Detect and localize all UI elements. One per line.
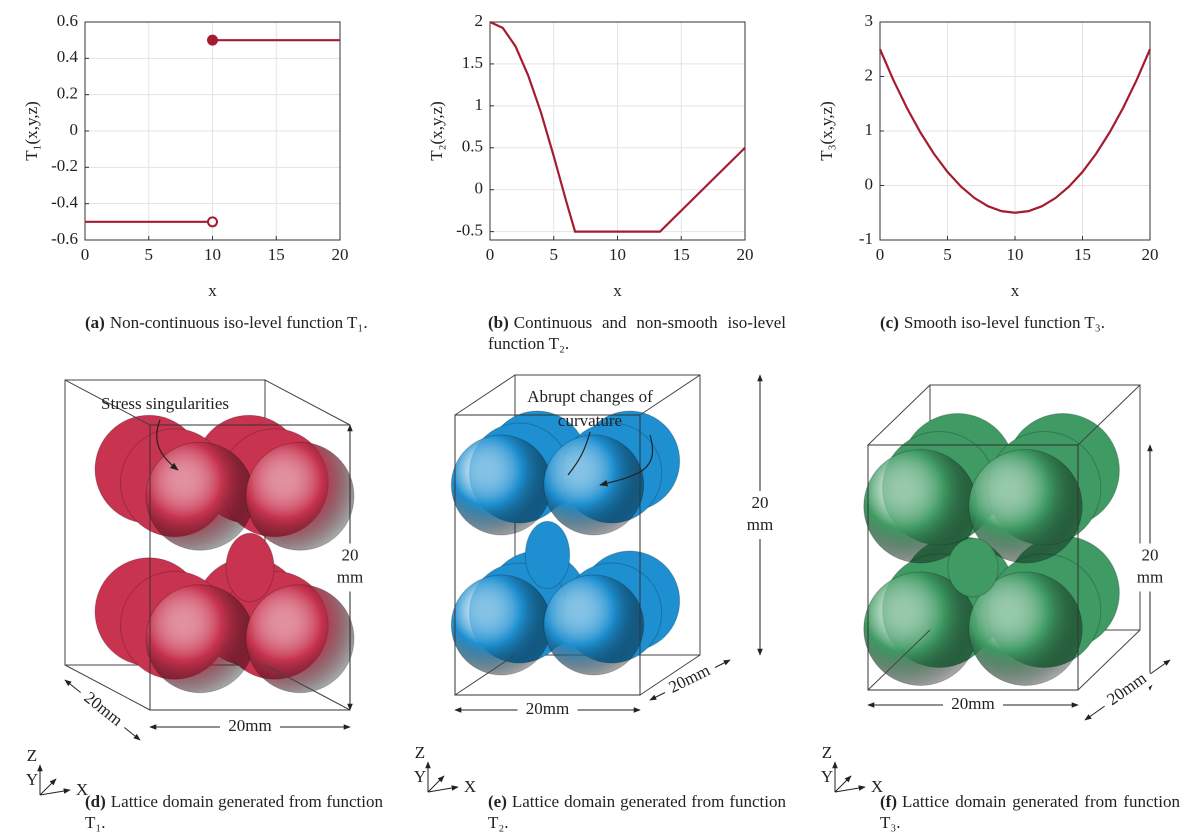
x-axis-label: x xyxy=(1011,281,1020,300)
y-tick-label: 1 xyxy=(475,95,484,114)
caption: (c) Smooth iso-level function T₃. xyxy=(880,312,1170,333)
x-tick-label: 0 xyxy=(81,245,90,264)
y-tick-label: 0 xyxy=(475,179,484,198)
y-tick-label: 0 xyxy=(865,174,874,193)
y-tick-label: 1.5 xyxy=(462,53,483,72)
x-tick-label: 10 xyxy=(204,245,221,264)
x-tick-label: 5 xyxy=(943,245,952,264)
annotation: curvature xyxy=(558,411,622,430)
x-tick-label: 20 xyxy=(332,245,349,264)
caption-text: Continuous and non-smooth iso-level func… xyxy=(488,313,786,353)
x-tick-label: 10 xyxy=(1007,245,1024,264)
y-tick-label: 1 xyxy=(865,120,874,139)
dimension-label: 20 xyxy=(342,545,359,564)
caption-text: Smooth iso-level function T₃. xyxy=(904,313,1105,332)
caption-label: (e) xyxy=(488,792,507,811)
x-tick-label: 0 xyxy=(876,245,885,264)
caption-label: (d) xyxy=(85,792,106,811)
point-marker xyxy=(208,36,217,45)
caption-label: (c) xyxy=(880,313,899,332)
y-tick-label: 0 xyxy=(70,120,79,139)
y-axis-label: T₃(x,y,z) xyxy=(817,101,836,161)
y-tick-label: 0.2 xyxy=(57,84,78,103)
dimension-label: mm xyxy=(1137,567,1163,586)
x-axis-label: x xyxy=(208,281,217,300)
annotation: Abrupt changes of xyxy=(527,387,653,406)
annotation: Stress singularities xyxy=(101,394,229,413)
dimension-label: 20mm xyxy=(951,694,994,713)
axis-label: Z xyxy=(822,743,832,762)
y-tick-label: -0.6 xyxy=(51,229,78,248)
dimension-label: 20 xyxy=(1142,545,1159,564)
lattice-blob xyxy=(544,435,644,535)
lattice-render xyxy=(864,385,1140,690)
lattice-render xyxy=(65,380,354,710)
box-edge xyxy=(455,375,515,415)
dimension-label: 20mm xyxy=(526,699,569,718)
y-tick-label: 2 xyxy=(475,11,484,30)
box-edge xyxy=(265,380,350,425)
y-axis-label: T₂(x,y,z) xyxy=(427,101,446,161)
caption: (e)Lattice domain generated from functio… xyxy=(488,791,786,833)
x-tick-label: 20 xyxy=(737,245,754,264)
y-tick-label: 0.5 xyxy=(462,137,483,156)
caption-label: (f) xyxy=(880,792,897,811)
x-tick-label: 20 xyxy=(1142,245,1159,264)
y-tick-label: -1 xyxy=(859,229,873,248)
dimension-label: 20mm xyxy=(228,716,271,735)
dimension-label: 20mm xyxy=(1103,668,1149,709)
caption-label: (b) xyxy=(488,313,509,332)
x-tick-label: 15 xyxy=(673,245,690,264)
dimension-label: 20 xyxy=(752,493,769,512)
page: {"chart_data": [ {"type": "line", "ylabe… xyxy=(0,0,1198,835)
caption-text: Lattice domain generated from function T… xyxy=(85,792,383,832)
caption-text: Lattice domain generated from function T… xyxy=(488,792,786,832)
lattice-blob xyxy=(246,585,354,693)
point-marker xyxy=(208,217,217,226)
y-tick-label: 2 xyxy=(865,65,874,84)
caption: (f)Lattice domain generated from functio… xyxy=(880,791,1180,833)
axis-label: Y xyxy=(414,767,426,786)
axis-label: Y xyxy=(821,767,833,786)
lattice-blob xyxy=(146,585,254,693)
lattice-neck xyxy=(948,538,998,597)
x-tick-label: 5 xyxy=(145,245,154,264)
caption: (b)Continuous and non-smooth iso-level f… xyxy=(488,312,786,354)
lattice-blob xyxy=(146,442,254,550)
caption-text: Lattice domain generated from function T… xyxy=(880,792,1180,832)
figure: -0.6-0.4-0.200.20.40.605101520xT₁(x,y,z)… xyxy=(0,0,1198,835)
caption-text: Non-continuous iso-level function T₁. xyxy=(110,313,368,332)
axis-label: Z xyxy=(415,743,425,762)
lattice-blob xyxy=(451,435,551,535)
axis-label: Y xyxy=(26,770,38,789)
lattice-neck xyxy=(525,521,569,588)
dimension-label: mm xyxy=(747,515,773,534)
lattice-neck xyxy=(226,533,274,601)
y-tick-label: 3 xyxy=(865,11,874,30)
y-tick-label: -0.2 xyxy=(51,156,78,175)
y-tick-label: -0.4 xyxy=(51,193,78,212)
caption: (a) Non-continuous iso-level function T₁. xyxy=(85,312,383,333)
y-axis-label: T₁(x,y,z) xyxy=(22,101,41,161)
axis-label: Z xyxy=(27,746,37,765)
x-tick-label: 10 xyxy=(609,245,626,264)
x-tick-label: 0 xyxy=(486,245,495,264)
lattice-blob xyxy=(544,575,644,675)
y-tick-label: 0.4 xyxy=(57,47,79,66)
axis-label: X xyxy=(464,777,476,796)
caption-label: (a) xyxy=(85,313,105,332)
dimension-label: mm xyxy=(337,567,363,586)
y-tick-label: 0.6 xyxy=(57,11,78,30)
x-axis-label: x xyxy=(613,281,622,300)
lattice-blob xyxy=(451,575,551,675)
x-tick-label: 5 xyxy=(550,245,559,264)
x-tick-label: 15 xyxy=(1074,245,1091,264)
lattice-blob xyxy=(246,442,354,550)
x-tick-label: 15 xyxy=(268,245,285,264)
box-edge xyxy=(1078,385,1140,445)
y-tick-label: -0.5 xyxy=(456,221,483,240)
caption: (d)Lattice domain generated from functio… xyxy=(85,791,383,833)
